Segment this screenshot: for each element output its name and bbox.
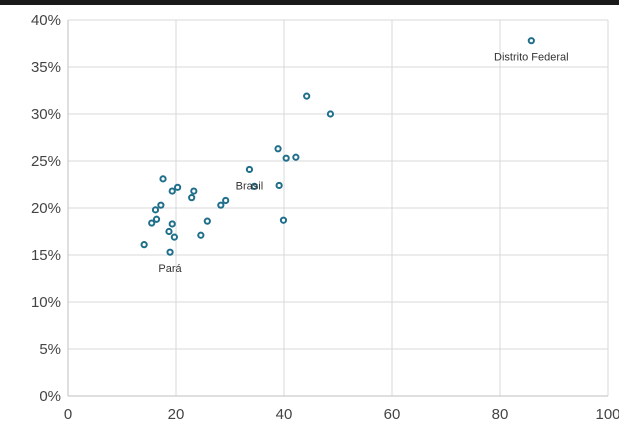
x-tick-label: 20 [168, 406, 185, 423]
data-point [166, 248, 174, 256]
data-point [197, 231, 205, 239]
data-point [148, 219, 156, 227]
top-border [0, 0, 619, 5]
y-tick-label: 10% [31, 294, 61, 311]
point-labels: Distrito Federal Brasil Pará [158, 52, 569, 275]
y-tick-label: 15% [31, 247, 61, 264]
x-tick-label: 100 [595, 406, 619, 423]
grid-lines [68, 19, 609, 396]
data-point [151, 206, 160, 214]
data-point [168, 220, 176, 228]
data-points [140, 37, 535, 256]
data-point [157, 201, 165, 209]
data-point [165, 227, 173, 236]
x-tick-label: 40 [276, 406, 293, 423]
y-tick-label: 40% [31, 12, 61, 29]
data-point-label: Brasil [236, 180, 264, 192]
x-tick-label: 60 [384, 406, 401, 423]
data-point [245, 165, 254, 174]
data-point [275, 181, 283, 190]
tick-labels: 0% 5% 10% 15% 20% 25% 30% 35% 40% 0 20 40 60 80 100 [31, 12, 619, 423]
data-point [152, 215, 161, 223]
data-point [203, 217, 211, 225]
data-point [170, 233, 178, 241]
data-point [168, 187, 176, 195]
data-point [527, 37, 535, 45]
data-point [140, 241, 148, 249]
data-point [282, 154, 290, 162]
data-point [190, 187, 198, 195]
data-point-label: Pará [158, 263, 182, 275]
y-tick-label: 0% [39, 388, 61, 405]
data-point [174, 183, 182, 191]
y-tick-label: 30% [31, 106, 61, 123]
y-tick-label: 5% [39, 341, 61, 358]
data-point [326, 110, 335, 118]
x-tick-label: 0 [64, 406, 72, 423]
y-tick-label: 25% [31, 153, 61, 170]
data-point [292, 153, 300, 161]
data-point [303, 92, 311, 100]
data-point [217, 201, 225, 209]
data-point-label: Distrito Federal [494, 52, 569, 64]
data-point [222, 196, 230, 205]
data-point [279, 216, 288, 224]
data-point [188, 194, 196, 202]
x-tick-label: 80 [492, 406, 509, 423]
axes [67, 20, 608, 397]
y-tick-label: 35% [31, 59, 61, 76]
y-tick-label: 20% [31, 200, 61, 217]
data-point [250, 182, 258, 190]
data-point [274, 145, 282, 153]
data-point [159, 175, 167, 183]
